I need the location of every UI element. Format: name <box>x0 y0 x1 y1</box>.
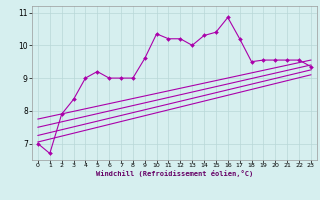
X-axis label: Windchill (Refroidissement éolien,°C): Windchill (Refroidissement éolien,°C) <box>96 170 253 177</box>
